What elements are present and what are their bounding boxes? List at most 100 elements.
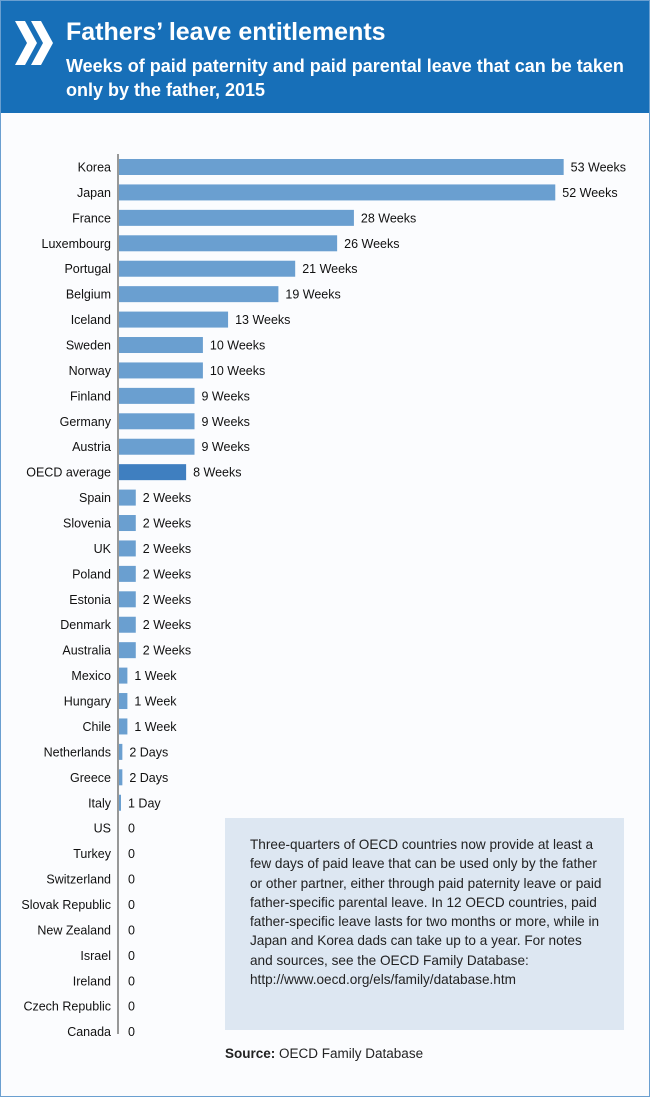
data-label-us: 0 [128,822,135,836]
category-label-oecd-average: OECD average [26,466,111,480]
data-label-korea: 53 Weeks [571,161,626,175]
category-label-greece: Greece [70,771,111,785]
data-label-portugal: 21 Weeks [302,262,357,276]
chart-title: Fathers’ leave entitlements [66,18,386,46]
category-label-slovenia: Slovenia [63,517,111,531]
bar-denmark [119,616,136,633]
data-label-france: 28 Weeks [361,211,416,225]
bars-layer: Korea 53 Weeks Japan 52 Weeks France 28 Weeks… [21,159,626,1039]
category-label-australia: Australia [62,644,111,658]
bar-austria [119,438,195,455]
category-label-chile: Chile [83,720,112,734]
source-label: Source: [225,1046,276,1061]
data-label-italy: 1 Day [128,796,161,810]
bar-belgium [119,286,279,303]
data-label-austria: 9 Weeks [202,440,250,454]
bar-luxembourg [119,235,338,252]
data-label-australia: 2 Weeks [143,644,191,658]
data-label-ireland: 0 [128,974,135,988]
category-label-denmark: Denmark [60,618,111,632]
bar-portugal [119,260,296,277]
bar-france [119,209,354,226]
category-label-netherlands: Netherlands [44,745,111,759]
category-label-estonia: Estonia [69,593,111,607]
bar-italy [119,794,121,811]
data-label-belgium: 19 Weeks [285,288,340,302]
category-label-poland: Poland [72,567,111,581]
category-label-france: France [72,211,111,225]
category-label-portugal: Portugal [64,262,111,276]
data-label-iceland: 13 Weeks [235,313,290,327]
data-label-switzerland: 0 [128,873,135,887]
data-label-uk: 2 Weeks [143,542,191,556]
data-label-slovak-republic: 0 [128,898,135,912]
bar-korea [119,159,564,175]
bar-oecd-average [119,464,187,481]
category-label-belgium: Belgium [66,288,111,302]
category-label-korea: Korea [78,161,111,175]
bar-greece [119,769,123,786]
data-label-oecd-average: 8 Weeks [193,466,241,480]
bar-mexico [119,667,128,684]
data-label-denmark: 2 Weeks [143,618,191,632]
source-line: Source: OECD Family Database [225,1046,423,1061]
bar-germany [119,413,195,430]
bar-australia [119,642,136,659]
category-label-canada: Canada [67,1025,111,1039]
data-label-poland: 2 Weeks [143,567,191,581]
bar-chile [119,718,128,735]
data-label-sweden: 10 Weeks [210,339,265,353]
category-label-austria: Austria [72,440,111,454]
category-label-norway: Norway [69,364,112,378]
data-label-slovenia: 2 Weeks [143,517,191,531]
note-box: Three-quarters of OECD countries now pro… [225,818,624,1030]
bar-spain [119,489,136,506]
data-label-finland: 9 Weeks [202,389,250,403]
data-label-estonia: 2 Weeks [143,593,191,607]
bar-japan [119,184,556,201]
category-label-luxembourg: Luxembourg [42,237,112,251]
data-label-chile: 1 Week [134,720,177,734]
data-label-spain: 2 Weeks [143,491,191,505]
bar-finland [119,387,195,404]
category-label-mexico: Mexico [71,669,111,683]
bar-sweden [119,337,203,354]
category-label-japan: Japan [77,186,111,200]
source-text: OECD Family Database [279,1046,424,1061]
category-label-spain: Spain [79,491,111,505]
bar-estonia [119,591,136,608]
bar-hungary [119,693,128,710]
category-label-czech-republic: Czech Republic [23,1000,111,1014]
category-label-iceland: Iceland [71,313,111,327]
bar-norway [119,362,203,379]
bar-netherlands [119,743,123,760]
data-label-japan: 52 Weeks [562,186,617,200]
bar-poland [119,565,136,582]
category-label-ireland: Ireland [73,974,111,988]
category-label-sweden: Sweden [66,339,111,353]
category-label-slovak-republic: Slovak Republic [21,898,111,912]
bar-slovenia [119,515,136,532]
data-label-greece: 2 Days [129,771,168,785]
category-label-israel: Israel [80,949,111,963]
data-label-netherlands: 2 Days [129,745,168,759]
bar-iceland [119,311,229,328]
category-label-new-zealand: New Zealand [37,923,111,937]
category-label-germany: Germany [60,415,112,429]
oecd-chevron-icon [15,21,53,65]
data-label-hungary: 1 Week [134,695,177,709]
category-label-switzerland: Switzerland [46,873,111,887]
header-banner [1,1,649,113]
data-label-new-zealand: 0 [128,923,135,937]
category-label-us: US [94,822,111,836]
chart-subtitle: Weeks of paid paternity and paid parenta… [66,56,624,100]
category-label-hungary: Hungary [64,695,112,709]
data-label-czech-republic: 0 [128,1000,135,1014]
category-label-finland: Finland [70,389,111,403]
data-label-mexico: 1 Week [134,669,177,683]
data-label-israel: 0 [128,949,135,963]
category-label-uk: UK [94,542,112,556]
data-label-norway: 10 Weeks [210,364,265,378]
category-label-italy: Italy [88,796,112,810]
